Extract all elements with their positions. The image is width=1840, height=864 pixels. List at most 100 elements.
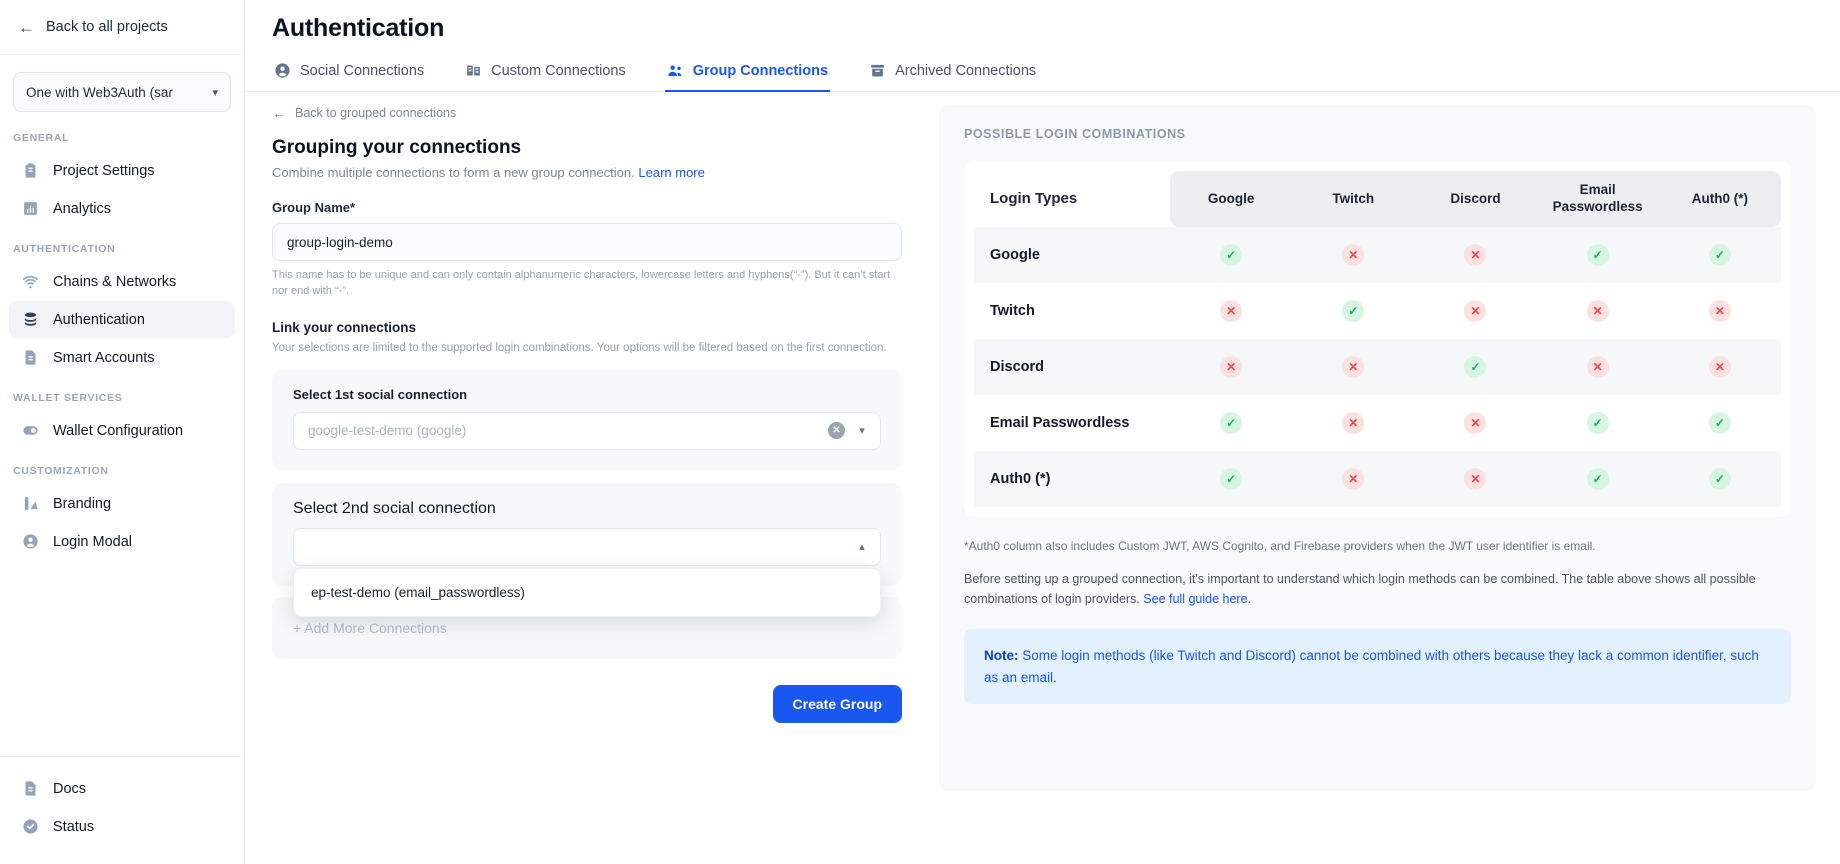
sidebar-item-project-settings[interactable]: Project Settings: [9, 152, 235, 189]
database-icon: [21, 310, 40, 329]
panel-footnote-2-text: Before setting up a grouped connection, …: [964, 572, 1756, 606]
document-icon: [21, 348, 40, 367]
content-area: ← Back to grouped connections Grouping y…: [245, 92, 1840, 864]
table-row-header: Google: [974, 227, 1170, 283]
table-cell: ✓: [1292, 283, 1415, 339]
tab-custom-connections[interactable]: Custom Connections: [463, 59, 628, 92]
sidebar-item-authentication[interactable]: Authentication: [9, 301, 235, 338]
clear-circle-icon[interactable]: ✕: [828, 422, 845, 440]
table-row-header: Discord: [974, 339, 1170, 395]
group-name-input[interactable]: group-login-demo: [272, 223, 902, 261]
tab-group-connections[interactable]: Group Connections: [664, 59, 831, 92]
check-icon: ✓: [1220, 468, 1243, 490]
back-to-grouped-connections-link[interactable]: ← Back to grouped connections: [272, 105, 917, 121]
sidebar-item-label: Docs: [53, 780, 87, 797]
table-row: Email Passwordless ✓ ✕ ✕ ✓ ✓: [974, 395, 1781, 451]
table-col-header: Email Passwordless: [1536, 171, 1659, 227]
table-col-header: Auth0 (*): [1658, 171, 1781, 227]
sidebar-item-chains-networks[interactable]: Chains & Networks: [9, 263, 235, 300]
project-selector-value: One with Web3Auth (saɾ: [26, 84, 173, 100]
note-prefix: Note:: [984, 648, 1019, 663]
back-to-grouped-label: Back to grouped connections: [295, 106, 457, 120]
main-area: Authentication Social Connections Custom…: [245, 0, 1840, 864]
back-to-all-projects-label: Back to all projects: [46, 19, 168, 35]
connection-2-select[interactable]: ▴: [293, 527, 881, 566]
table-cell: ✕: [1292, 227, 1415, 283]
sidebar-item-label: Smart Accounts: [53, 349, 155, 366]
tab-social-connections[interactable]: Social Connections: [272, 59, 426, 92]
sidebar-section-wallet-services: WALLET SERVICES: [13, 392, 123, 404]
sidebar-item-status[interactable]: Status: [9, 808, 235, 845]
sidebar-item-label: Project Settings: [53, 162, 155, 179]
table-body: Google ✓ ✕ ✕ ✓ ✓ Twitch ✕ ✓ ✕ ✕ ✕ Discord ✕ ✕ ✓ ✕ ✕ Email …: [974, 227, 1781, 507]
combinations-table-wrap: Login Types Google Twitch Discord Email …: [964, 161, 1791, 517]
note-text: Some login methods (like Twitch and Disc…: [984, 648, 1759, 685]
section-subheading: Combine multiple connections to form a n…: [272, 165, 917, 180]
create-group-row: Create Group: [272, 684, 902, 723]
sidebar-item-wallet-configuration[interactable]: Wallet Configuration: [9, 412, 235, 449]
check-icon: ✓: [1708, 244, 1731, 266]
chevron-down-icon: ▾: [212, 86, 218, 99]
check-icon: ✓: [1464, 356, 1487, 378]
cross-icon: ✕: [1586, 300, 1609, 322]
table-cell: ✕: [1414, 283, 1537, 339]
sidebar-section-general: GENERAL: [13, 132, 70, 144]
sidebar-item-label: Login Modal: [53, 533, 132, 550]
table-corner-header: Login Types: [974, 171, 1170, 227]
tab-archived-connections[interactable]: Archived Connections: [867, 59, 1038, 92]
table-cell: ✓: [1536, 451, 1659, 507]
sidebar-item-smart-accounts[interactable]: Smart Accounts: [9, 339, 235, 376]
tab-label: Archived Connections: [895, 62, 1037, 79]
check-icon: ✓: [1220, 412, 1243, 434]
check-circle-icon: [21, 817, 40, 836]
group-name-value: group-login-demo: [287, 234, 393, 250]
arrow-left-icon: ←: [18, 17, 35, 37]
panel-title: POSSIBLE LOGIN COMBINATIONS: [964, 127, 1186, 141]
sidebar-footer: Docs Status: [0, 756, 244, 864]
check-icon: ✓: [1586, 468, 1609, 490]
table-cell: ✕: [1292, 395, 1415, 451]
table-cell: ✕: [1414, 451, 1537, 507]
table-header-row: Login Types Google Twitch Discord Email …: [974, 171, 1781, 227]
archive-box-icon: [869, 62, 886, 79]
dropdown-option[interactable]: ep-test-demo (email_passwordless): [311, 584, 525, 600]
section-heading: Grouping your connections: [272, 137, 522, 158]
sidebar-item-branding[interactable]: Branding: [9, 485, 235, 522]
learn-more-link[interactable]: Learn more: [638, 165, 705, 180]
cross-icon: ✕: [1586, 356, 1609, 378]
sidebar: ← Back to all projects One with Web3Auth…: [0, 0, 245, 864]
sidebar-item-analytics[interactable]: Analytics: [9, 190, 235, 227]
cross-icon: ✕: [1464, 412, 1487, 434]
sidebar-item-label: Status: [53, 818, 95, 835]
table-cell: ✕: [1170, 339, 1293, 395]
chevron-up-icon: ▴: [859, 541, 865, 554]
document-icon: [21, 779, 40, 798]
cross-icon: ✕: [1708, 300, 1731, 322]
table-cell: ✓: [1170, 451, 1293, 507]
connection-1-select[interactable]: google-test-demo (google) ✕ ▾: [293, 411, 881, 450]
sidebar-item-docs[interactable]: Docs: [9, 770, 235, 807]
chevron-down-icon: ▾: [859, 425, 865, 438]
cross-icon: ✕: [1342, 356, 1365, 378]
tab-label: Group Connections: [692, 62, 829, 79]
panel-footnote-1: *Auth0 column also includes Custom JWT, …: [964, 539, 1596, 553]
sidebar-section-customization: CUSTOMIZATION: [13, 465, 109, 477]
palette-icon: [21, 494, 40, 513]
clipboard-icon: [21, 161, 40, 180]
create-group-button[interactable]: Create Group: [772, 684, 902, 723]
check-icon: ✓: [1708, 468, 1731, 490]
possible-login-combinations-panel: POSSIBLE LOGIN COMBINATIONS Login Types …: [939, 105, 1816, 791]
bar-chart-icon: [21, 199, 40, 218]
project-selector[interactable]: One with Web3Auth (saɾ ▾: [13, 72, 231, 112]
group-name-label: Group Name*: [272, 200, 356, 215]
sidebar-item-login-modal[interactable]: Login Modal: [9, 523, 235, 560]
cross-icon: ✕: [1220, 300, 1243, 322]
back-to-all-projects-link[interactable]: ← Back to all projects: [0, 0, 244, 55]
cross-icon: ✕: [1464, 300, 1487, 322]
arrow-left-icon: ←: [272, 105, 286, 121]
user-circle-icon: [274, 62, 291, 79]
table-row: Google ✓ ✕ ✕ ✓ ✓: [974, 227, 1781, 283]
see-full-guide-link[interactable]: See full guide here.: [1143, 592, 1251, 606]
users-icon: [667, 62, 684, 79]
